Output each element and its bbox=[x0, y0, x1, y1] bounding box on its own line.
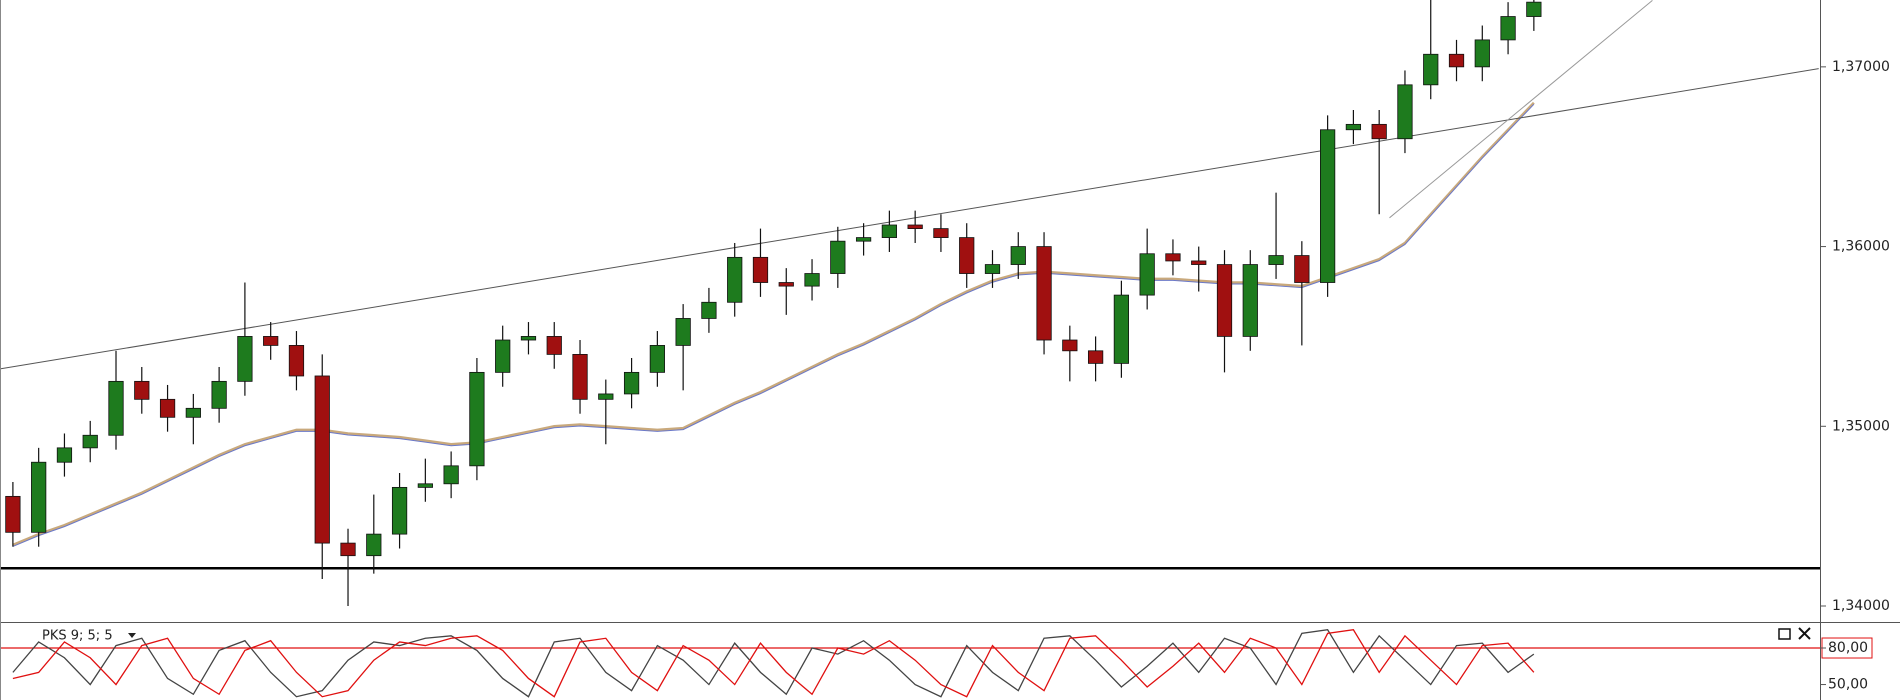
candle-body bbox=[211, 380, 227, 409]
price-panel bbox=[0, 0, 1820, 607]
candle-body bbox=[56, 447, 73, 463]
y-tick-label: 1,34000 bbox=[1832, 598, 1890, 614]
candle-body bbox=[237, 336, 253, 382]
y-tick-label: 1,37000 bbox=[1832, 59, 1890, 75]
candle-body bbox=[1191, 260, 1207, 265]
candle-body bbox=[1062, 339, 1078, 352]
candle-body bbox=[623, 371, 640, 395]
candle-body bbox=[1500, 16, 1516, 41]
candle-body bbox=[82, 434, 98, 449]
candle-body bbox=[1448, 53, 1465, 68]
candle-body bbox=[572, 354, 588, 400]
candle-body bbox=[881, 224, 897, 238]
candle-body bbox=[1294, 255, 1310, 283]
candle-body bbox=[1526, 1, 1542, 17]
candle-body bbox=[1165, 253, 1181, 262]
candle-body bbox=[984, 264, 1001, 274]
moving-average-edge bbox=[12, 103, 1535, 547]
candle-body bbox=[1010, 246, 1026, 265]
candle-body bbox=[159, 398, 176, 418]
candle-body bbox=[1268, 255, 1284, 265]
candle-body bbox=[752, 256, 769, 283]
trendline bbox=[0, 68, 1819, 370]
candle-body bbox=[701, 301, 717, 319]
candle-body bbox=[314, 375, 330, 544]
candle-body bbox=[649, 345, 665, 373]
oscillator-line bbox=[12, 629, 1535, 698]
candle-body bbox=[31, 461, 47, 533]
candle-body bbox=[1216, 264, 1233, 337]
candle-body bbox=[1423, 53, 1439, 86]
candle-body bbox=[520, 336, 537, 341]
candle-body bbox=[727, 256, 743, 303]
candle-body bbox=[134, 380, 150, 400]
candle-body bbox=[495, 339, 511, 373]
candle-body bbox=[288, 345, 305, 377]
candle-body bbox=[1036, 246, 1052, 341]
indicator-label[interactable]: PKS 9; 5; 5 bbox=[42, 629, 113, 644]
oscillator-panel bbox=[0, 629, 1820, 698]
candle-body bbox=[417, 483, 433, 488]
candle-body bbox=[546, 336, 562, 355]
y-tick-label: 80,00 bbox=[1828, 640, 1868, 656]
candle-body bbox=[1320, 129, 1336, 283]
candle-body bbox=[1371, 123, 1387, 140]
trendline bbox=[1389, 0, 1653, 219]
y-tick-label: 50,00 bbox=[1828, 677, 1868, 693]
candle-body bbox=[263, 336, 279, 346]
candle-body bbox=[1397, 84, 1413, 140]
moving-average bbox=[12, 101, 1535, 547]
candle-body bbox=[1242, 264, 1258, 337]
candle-body bbox=[830, 240, 846, 274]
candle-body bbox=[185, 407, 201, 418]
candle-body bbox=[391, 486, 408, 535]
candle-body bbox=[855, 237, 872, 242]
oscillator-line bbox=[12, 629, 1535, 698]
candle-body bbox=[1113, 294, 1130, 364]
candle-body bbox=[469, 371, 485, 467]
candle-body bbox=[443, 465, 459, 485]
candle-body bbox=[1345, 123, 1362, 131]
close-button[interactable] bbox=[1798, 627, 1811, 640]
candle-body bbox=[959, 237, 975, 274]
maximize-button[interactable] bbox=[1778, 628, 1791, 640]
candle-body bbox=[1474, 39, 1490, 68]
y-tick-label: 1,36000 bbox=[1832, 239, 1890, 255]
candle-body bbox=[907, 224, 923, 229]
dropdown-arrow[interactable] bbox=[128, 633, 136, 638]
y-tick-label: 1,35000 bbox=[1832, 418, 1890, 434]
candle-body bbox=[598, 393, 614, 400]
candle-body bbox=[675, 318, 691, 346]
candle-body bbox=[1139, 253, 1155, 296]
candle-body bbox=[933, 228, 949, 238]
candle-body bbox=[1087, 350, 1104, 364]
candle-body bbox=[5, 495, 21, 533]
candle-body bbox=[804, 273, 820, 287]
candle-body bbox=[778, 282, 794, 287]
candle-body bbox=[340, 542, 356, 557]
candle-body bbox=[108, 380, 124, 436]
axes: 1,34000 1,35000 1,36000 1,37000 80,00 50,00 bbox=[1820, 59, 1890, 693]
candle-body bbox=[366, 533, 382, 557]
